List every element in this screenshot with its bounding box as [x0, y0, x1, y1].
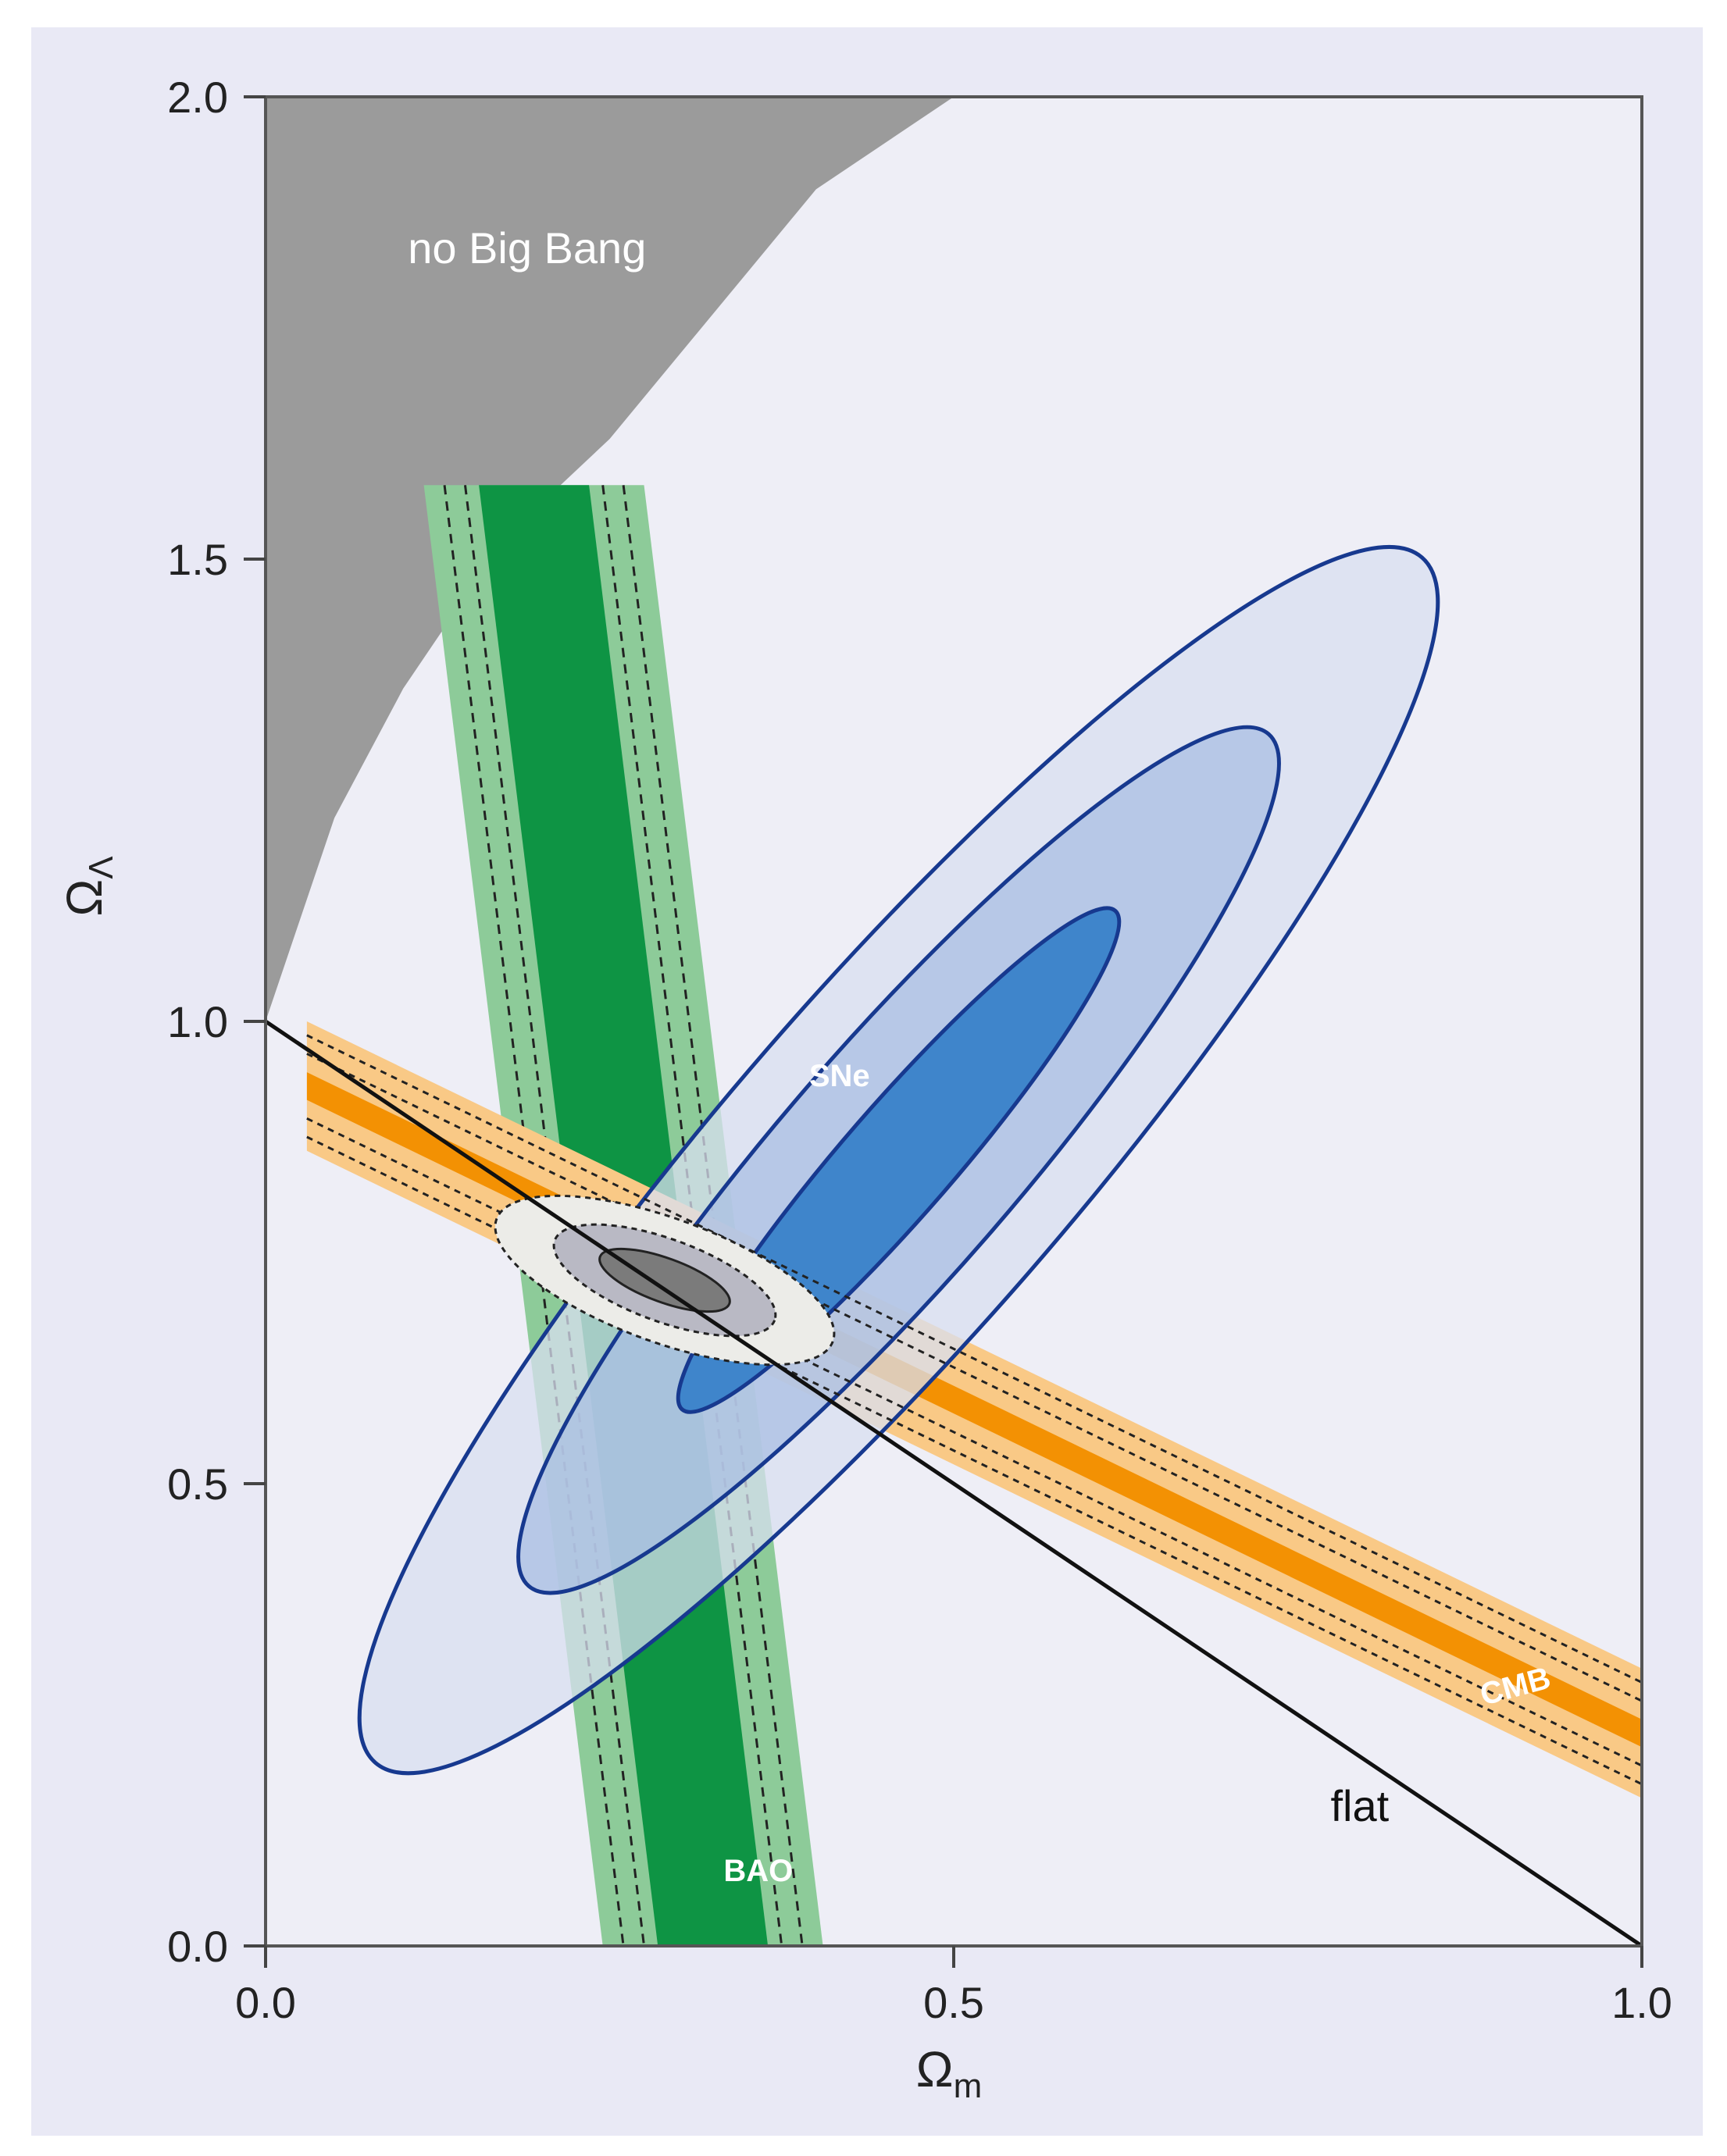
- annotation-no-big-bang: no Big Bang: [408, 223, 646, 273]
- combined-ellipse-level-1: [598, 1247, 731, 1313]
- annotation-flat: flat: [1330, 1781, 1389, 1830]
- y-axis-label: ΩΛ: [56, 856, 120, 917]
- cmb-dashed-contour-3: [306, 1053, 1642, 1702]
- cmb-dashed-contour-4: [306, 1034, 1642, 1684]
- annotation-bao: BAO: [723, 1854, 793, 1888]
- x-tick-label: 0.5: [923, 1978, 984, 2027]
- plot-content: [266, 97, 1642, 1946]
- y-tick-label: 0.5: [167, 1459, 228, 1509]
- y-tick-label: 2.0: [167, 73, 228, 122]
- x-tick-label: 1.0: [1611, 1978, 1672, 2027]
- no-big-bang-region: [266, 97, 954, 1021]
- y-tick-label: 1.0: [167, 997, 228, 1046]
- y-tick-label: 0.0: [167, 1922, 228, 1971]
- x-axis-label: Ωm: [916, 2041, 983, 2105]
- y-tick-label: 1.5: [167, 535, 228, 584]
- flat-universe-line: [266, 1019, 1642, 1946]
- axis-layer: 0.0 0.5 1.0 0.0 0.5 1.0 1.5 2.0: [167, 73, 1672, 2027]
- annotation-sne: SNe: [809, 1059, 870, 1093]
- x-tick-label: 0.0: [235, 1978, 296, 2027]
